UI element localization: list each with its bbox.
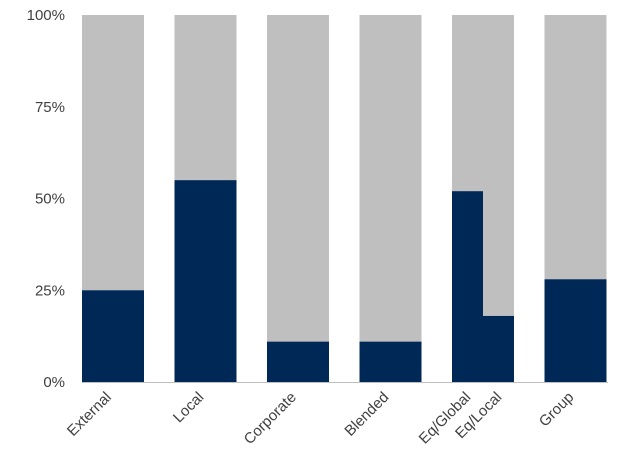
x-axis-labels: External Local Corporate Blended Eq/GlobalEq…	[64, 389, 577, 448]
bar-remainder-external	[82, 15, 144, 291]
x-tick-label-blended: Blended	[341, 389, 392, 440]
bar-share-corporate	[267, 341, 329, 382]
y-tick-label: 75%	[35, 99, 65, 116]
y-axis-ticks: 0% 25% 50% 75% 100%	[27, 7, 65, 391]
x-tick-label-group: Group	[536, 389, 578, 431]
bar-share-local	[174, 180, 237, 382]
bar-remainder-local	[174, 15, 237, 181]
bar-share-eq-global	[452, 191, 483, 382]
bar-remainder-corporate	[267, 15, 329, 342]
x-tick-label-local: Local	[170, 389, 207, 426]
bar-remainder-eq-global	[452, 15, 483, 192]
bar-share-blended	[359, 341, 422, 382]
bar-share-external	[82, 290, 144, 382]
bar-share-eq-local	[483, 315, 514, 382]
y-tick-label: 50%	[35, 191, 65, 208]
bars	[82, 15, 607, 382]
bar-remainder-group	[544, 15, 607, 280]
y-tick-label: 100%	[27, 7, 65, 24]
bar-remainder-blended	[359, 15, 422, 342]
y-tick-label: 0%	[43, 374, 65, 391]
x-tick-label-corporate: Corporate	[241, 389, 300, 448]
x-tick-label-external: External	[64, 389, 115, 440]
bar-remainder-eq-local	[483, 15, 514, 316]
y-tick-label: 25%	[35, 282, 65, 299]
bar-share-group	[544, 279, 607, 382]
